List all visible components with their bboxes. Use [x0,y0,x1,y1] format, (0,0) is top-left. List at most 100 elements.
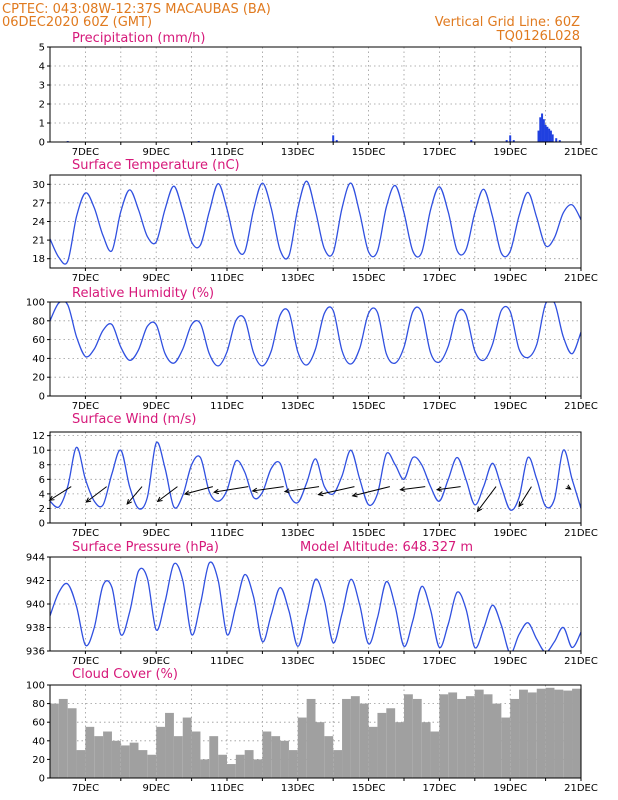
cloud-bar [527,692,537,778]
wind-frame [49,431,582,524]
precip-date-label: 21DEC [564,147,598,158]
cloud-bar [333,750,343,778]
wind-y-tick-label: 0 [39,519,45,530]
cloud-bar [111,740,121,778]
cloud-bar [501,717,511,778]
wind-y-tick-label: 8 [39,460,45,471]
header-run-time-text: 06DEC2020 60Z (GMT) [2,15,152,30]
precip-bar [332,135,335,142]
wind-wind-arrow [184,486,213,495]
cloud-bar [129,742,139,778]
precip-bar [539,117,542,142]
cloud-bar [191,731,201,778]
pressure-date-label: 21DEC [564,656,598,667]
cloud-bar [465,696,475,778]
temp-date-label: 19DEC [493,273,527,284]
temp-date-label: 21DEC [564,273,598,284]
pressure-y-tick-label: 944 [26,553,45,564]
wind-wind-arrow [318,486,355,496]
wind-wind-arrowhead [565,484,572,490]
temp-series-line [50,180,581,265]
cloud-bar [297,717,307,778]
temp-y-tick-label: 24 [32,217,45,228]
rh-y-tick-label: 100 [26,298,45,309]
precip-y-tick-label: 4 [39,62,45,73]
precip-title: Precipitation (mm/h) [72,31,205,46]
wind-date-label: 11DEC [210,528,244,539]
rh-y-tick-label: 40 [32,354,45,365]
cloud-bar [58,698,68,778]
cloud-y-tick-label: 100 [26,681,45,692]
pressure-date-label: 15DEC [352,656,386,667]
wind-wind-arrowhead [399,486,406,492]
precip-date-label: 15DEC [352,147,386,158]
cloud-bar [510,698,520,778]
pressure-y-tick-label: 936 [26,647,45,658]
cloud-bar [147,754,157,778]
precip-panel: Precipitation (mm/h) 0 1 2 3 4 5 7DEC 9DEC 11DEC 1… [39,31,598,158]
cloud-bar [563,690,573,778]
precip-bar [544,124,547,142]
cloud-bar [120,745,130,778]
cloud-date-label: 19DEC [493,783,527,794]
wind-wind-arrow [85,486,107,503]
precip-bar [470,140,473,142]
precip-y-tick-label: 3 [39,81,45,92]
cloud-bar [350,696,360,778]
cloud-bar [359,703,369,778]
pressure-title: Surface Pressure (hPa) [72,540,219,555]
cloud-bar [315,722,325,778]
cloud-bar [324,736,334,778]
rh-date-label: 7DEC [72,401,99,412]
wind-wind-arrow [126,486,143,505]
cloud-bar [182,717,192,778]
cloud-frame [49,684,582,779]
wind-wind-arrowhead [183,490,190,496]
temp-y-tick-label: 18 [32,254,45,265]
rh-y-tick-label: 0 [39,392,45,403]
cloud-bar [253,759,263,778]
precip-y-tick-label: 2 [39,100,45,111]
cloud-y-tick-label: 80 [32,699,45,710]
wind-wind-arrow [284,486,320,493]
precip-bar [558,140,561,142]
cloud-bar [165,712,174,778]
cloud-bar [138,750,148,778]
cloud-date-label: 7DEC [72,783,99,794]
cloud-bar [536,688,546,778]
cloud-date-label: 13DEC [281,783,315,794]
header-model-text: TQ0126L028 [496,29,580,44]
cloud-bar [156,726,166,778]
precip-bar [548,128,551,142]
rh-title: Relative Humidity (%) [72,286,214,301]
precip-bar [555,138,558,142]
precip-date-label: 9DEC [143,147,170,158]
cloud-bar [262,731,272,778]
cloud-bar [306,698,316,778]
wind-wind-arrow [477,486,497,512]
wind-y-tick-label: 6 [39,475,45,486]
wind-series-line [50,441,581,511]
cloud-bar [244,750,254,778]
cloud-bar [173,736,183,778]
rh-date-label: 9DEC [143,401,170,412]
pressure-frame [49,556,582,652]
cloud-bar [474,689,484,778]
precip-date-label: 11DEC [210,147,244,158]
pressure-date-label: 9DEC [143,656,170,667]
wind-wind-arrowhead [213,488,220,495]
wind-date-label: 9DEC [143,528,170,539]
temp-y-tick-label: 30 [32,180,45,191]
temp-date-label: 13DEC [281,273,315,284]
wind-wind-arrowhead [126,498,132,505]
wind-y-tick-label: 12 [32,431,45,442]
cloud-date-label: 11DEC [210,783,244,794]
rh-date-label: 21DEC [564,401,598,412]
wind-wind-arrowhead [435,486,442,492]
wind-date-label: 7DEC [72,528,99,539]
precip-date-label: 13DEC [281,147,315,158]
wind-y-tick-label: 10 [32,446,45,457]
cloud-bar [103,731,112,778]
rh-date-label: 19DEC [493,401,527,412]
